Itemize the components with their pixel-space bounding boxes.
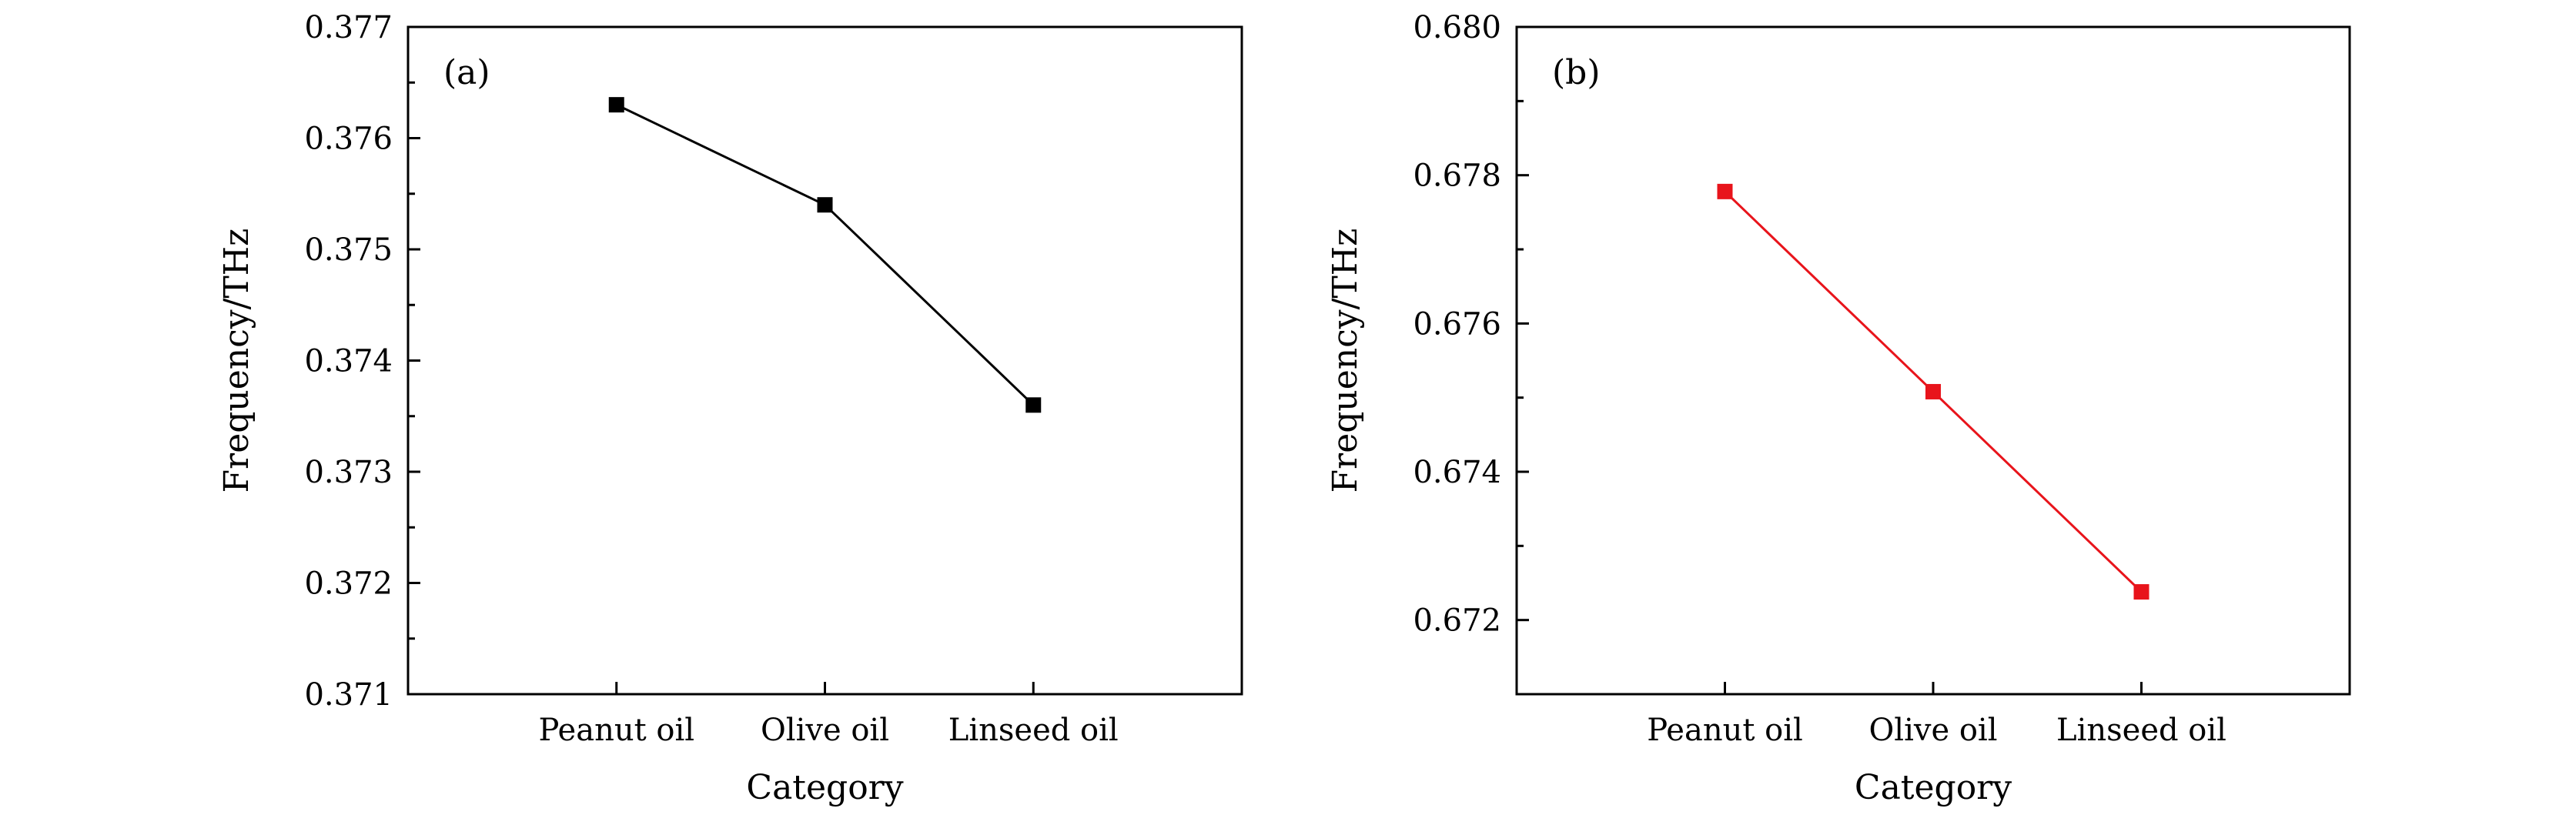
series-line <box>616 103 1035 406</box>
x-axis-title: Category <box>746 768 903 807</box>
x-tick-label: Linseed oil <box>948 713 1119 748</box>
x-tick-label: Peanut oil <box>1647 713 1803 748</box>
y-tick-label: 0.676 <box>1413 306 1501 342</box>
data-point-marker <box>1925 383 1941 399</box>
y-tick-label: 0.377 <box>304 10 393 45</box>
y-axis-title: Frequency/THz <box>217 229 256 493</box>
y-tick-label: 0.674 <box>1413 455 1501 490</box>
y-tick-label: 0.680 <box>1413 10 1501 45</box>
y-tick-label: 0.678 <box>1413 159 1501 194</box>
y-tick-label: 0.375 <box>304 232 393 268</box>
x-axis-title: Category <box>1855 768 2012 807</box>
data-point-marker <box>2133 584 2149 600</box>
panel-label: (b) <box>1552 53 1601 92</box>
y-tick-label: 0.376 <box>304 122 393 157</box>
y-tick-label: 0.372 <box>304 566 393 602</box>
plot-frame <box>1515 25 2351 696</box>
data-point-marker <box>608 97 624 113</box>
x-tick-label: Peanut oil <box>538 713 694 748</box>
panel-label: (a) <box>443 53 490 92</box>
x-tick-label: Olive oil <box>761 713 889 748</box>
data-point-marker <box>1025 397 1042 413</box>
y-tick-label: 0.374 <box>304 344 393 379</box>
data-point-marker <box>1717 183 1733 199</box>
chart-panel-b: 0.672 0.674 0.676 0.678 0.680 Peanut oil Olive… <box>1326 10 2351 807</box>
y-axis-title: Frequency/THz <box>1326 229 1365 493</box>
chart-panel-a: 0.371 0.372 0.373 0.374 0.375 0.376 0.377 Peanu… <box>217 10 1243 807</box>
x-tick-label: Linseed oil <box>2056 713 2226 748</box>
plot-frame <box>406 25 1243 696</box>
y-tick-label: 0.672 <box>1413 603 1501 639</box>
y-tick-label: 0.373 <box>304 455 393 490</box>
x-tick-label: Olive oil <box>1868 713 1997 748</box>
y-tick-label: 0.371 <box>304 677 393 713</box>
data-point-marker <box>817 197 833 213</box>
